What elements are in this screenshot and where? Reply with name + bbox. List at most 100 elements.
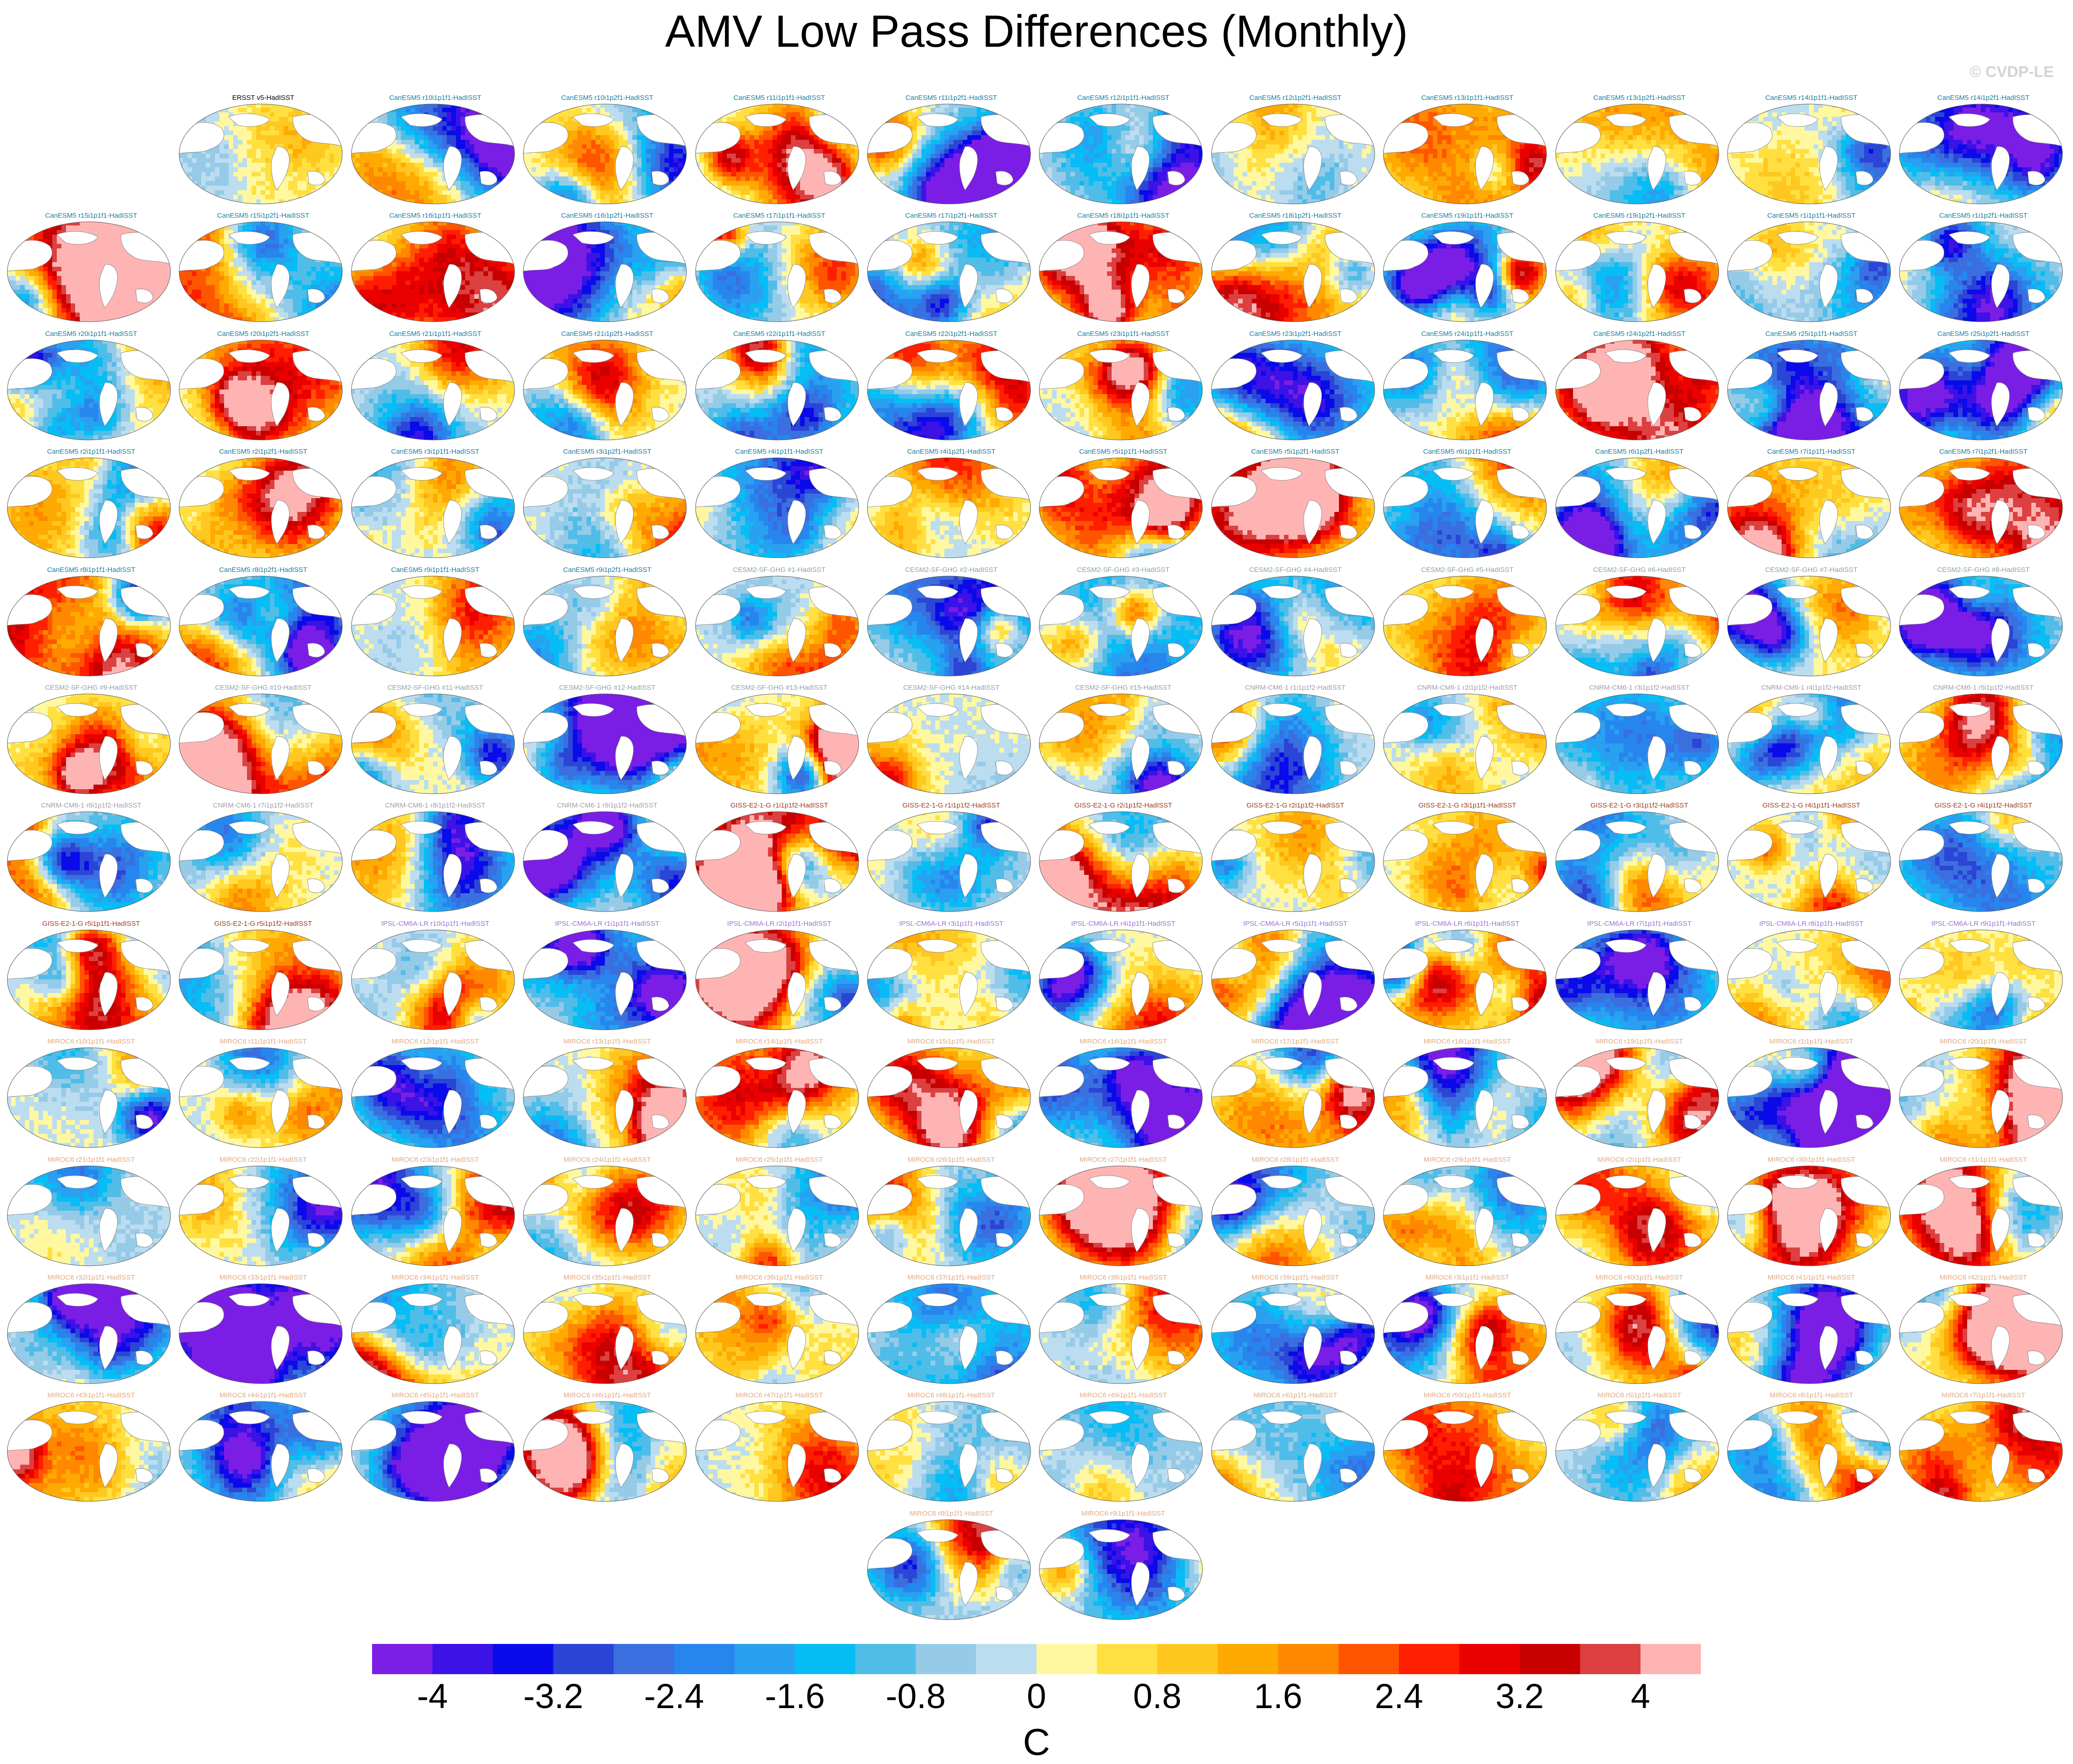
panel-title: IPSL-CM6A-LR r4i1p1f1-HadISST (1038, 920, 1208, 928)
sst-difference-map (866, 457, 1031, 559)
map-panel: MIROC6 r34i1p1f1-HadISST (351, 1274, 520, 1388)
panel-title: CanESM5 r8i1p1f1-HadISST (6, 566, 176, 574)
panel-title: GISS-E2-1-G r2i1p1f2-HadISST (1038, 802, 1208, 809)
map-panel: CanESM5 r17i1p2f1-HadISST (866, 212, 1036, 326)
sst-difference-map (351, 1165, 516, 1267)
map-panel: CanESM5 r18i1p2f1-HadISST (1211, 212, 1380, 326)
panel-title: CanESM5 r17i1p1f1-HadISST (695, 212, 864, 220)
panel-title: MIROC6 r13i1p1f1-HadISST (522, 1038, 692, 1045)
panel-title: MIROC6 r1i1p1f1-HadISST (1727, 1038, 1896, 1045)
sst-difference-map (1211, 1165, 1376, 1267)
panel-title: GISS-E2-1-G r5i1p1f1-HadISST (6, 920, 176, 928)
map-panel: MIROC6 r15i1p1f1-HadISST (866, 1038, 1036, 1152)
map-panel: CanESM5 r22i1p2f1-HadISST (866, 330, 1036, 445)
panel-title: MIROC6 r22i1p1f1-HadISST (178, 1156, 348, 1164)
colorbar-swatch (674, 1644, 735, 1674)
map-panel: CESM2-SF-GHG #3-HadISST (1038, 566, 1208, 681)
panel-title: CanESM5 r20i1p2f1-HadISST (178, 330, 348, 338)
panel-title: CanESM5 r8i1p2f1-HadISST (178, 566, 348, 574)
map-panel: CanESM5 r8i1p1f1-HadISST (6, 566, 176, 681)
sst-difference-map (178, 339, 343, 441)
panel-title: CNRM-CM6-1 r7i1p1f2-HadISST (178, 802, 348, 809)
panel-title: CESM2-SF-GHG #6-HadISST (1555, 566, 1724, 574)
panel-title: MIROC6 r27i1p1f1-HadISST (1038, 1156, 1208, 1164)
panel-title: IPSL-CM6A-LR r7i1p1f1-HadISST (1555, 920, 1724, 928)
map-panel: CanESM5 r5i1p1f1-HadISST (1038, 448, 1208, 562)
panel-title: CanESM5 r18i1p1f1-HadISST (1038, 212, 1208, 220)
map-panel: MIROC6 r8i1p1f1-HadISST (866, 1510, 1036, 1624)
panel-title: CanESM5 r3i1p1f1-HadISST (351, 448, 520, 456)
map-panel: CanESM5 r4i1p2f1-HadISST (866, 448, 1036, 562)
map-panel: MIROC6 r44i1p1f1-HadISST (178, 1391, 348, 1506)
map-panel: MIROC6 r26i1p1f1-HadISST (866, 1156, 1036, 1270)
sst-difference-map (866, 1519, 1031, 1621)
map-panel: MIROC6 r4i1p1f1-HadISST (1211, 1391, 1380, 1506)
sst-difference-map (1898, 811, 2063, 912)
map-panel: CanESM5 r1i1p2f1-HadISST (1898, 212, 2068, 326)
panel-title: CanESM5 r2i1p1f1-HadISST (6, 448, 176, 456)
panel-title: IPSL-CM6A-LR r8i1p1f1-HadISST (1727, 920, 1896, 928)
colorbar-swatch (1036, 1644, 1097, 1674)
sst-difference-map (1555, 221, 1720, 323)
sst-difference-map (1382, 457, 1547, 559)
sst-difference-map (178, 575, 343, 677)
colorbar-swatch (1157, 1644, 1218, 1674)
map-panel: CNRM-CM6-1 r1i1p1f2-HadISST (1211, 684, 1380, 798)
map-panel: CanESM5 r13i1p2f1-HadISST (1555, 94, 1724, 209)
colorbar-unit-label: C (0, 1721, 2073, 1764)
map-panel: CanESM5 r7i1p2f1-HadISST (1898, 448, 2068, 562)
sst-difference-map (1898, 103, 2063, 205)
sst-difference-map (1211, 811, 1376, 912)
map-panel: MIROC6 r19i1p1f1-HadISST (1555, 1038, 1724, 1152)
panel-title: CESM2-SF-GHG #4-HadISST (1211, 566, 1380, 574)
panel-title: MIROC6 r39i1p1f1-HadISST (1211, 1274, 1380, 1281)
sst-difference-map (1555, 103, 1720, 205)
colorbar-swatch (433, 1644, 493, 1674)
sst-difference-map (178, 103, 343, 205)
sst-difference-map (351, 811, 516, 912)
map-panel: IPSL-CM6A-LR r4i1p1f1-HadISST (1038, 920, 1208, 1034)
sst-difference-map (6, 339, 171, 441)
sst-difference-map (695, 457, 860, 559)
colorbar-tick-label: 4 (1631, 1677, 1650, 1713)
colorbar-swatch (1217, 1644, 1278, 1674)
map-panel: GISS-E2-1-G r1i1p1f2-HadISST (866, 802, 1036, 916)
sst-difference-map (522, 811, 687, 912)
colorbar-swatch (1640, 1644, 1701, 1674)
sst-difference-map (1382, 1283, 1547, 1385)
panel-title: MIROC6 r36i1p1f1-HadISST (695, 1274, 864, 1281)
map-panel: MIROC6 r27i1p1f1-HadISST (1038, 1156, 1208, 1270)
panel-title: CESM2-SF-GHG #7-HadISST (1727, 566, 1896, 574)
sst-difference-map (522, 693, 687, 795)
sst-difference-map (1555, 693, 1720, 795)
sst-difference-map (178, 929, 343, 1031)
sst-difference-map (695, 103, 860, 205)
sst-difference-map (178, 1047, 343, 1149)
sst-difference-map (178, 1401, 343, 1502)
sst-difference-map (1727, 575, 1892, 677)
panel-title: CanESM5 r6i1p1f1-HadISST (1382, 448, 1552, 456)
panel-title: MIROC6 r6i1p1f1-HadISST (1727, 1391, 1896, 1399)
map-panel: GISS-E2-1-G r3i1p1f1-HadISST (1382, 802, 1552, 916)
panel-title: MIROC6 r38i1p1f1-HadISST (1038, 1274, 1208, 1281)
map-panel: CanESM5 r23i1p1f1-HadISST (1038, 330, 1208, 445)
map-panel: CNRM-CM6-1 r7i1p1f2-HadISST (178, 802, 348, 916)
panel-title: MIROC6 r21i1p1f1-HadISST (6, 1156, 176, 1164)
map-panel: CESM2-SF-GHG #14-HadISST (866, 684, 1036, 798)
panel-title: MIROC6 r3i1p1f1-HadISST (1382, 1274, 1552, 1281)
sst-difference-map (522, 1165, 687, 1267)
map-panel: IPSL-CM6A-LR r10i1p1f1-HadISST (351, 920, 520, 1034)
colorbar-tick-label: 0 (1027, 1677, 1046, 1713)
colorbar-tick-label: -2.4 (644, 1677, 704, 1713)
map-panel: MIROC6 r50i1p1f1-HadISST (1382, 1391, 1552, 1506)
sst-difference-map (178, 221, 343, 323)
map-panel: CanESM5 r6i1p1f1-HadISST (1382, 448, 1552, 562)
panel-title: MIROC6 r11i1p1f1-HadISST (178, 1038, 348, 1045)
sst-difference-map (1898, 1047, 2063, 1149)
panel-title: CESM2-SF-GHG #1-HadISST (695, 566, 864, 574)
panel-title: GISS-E2-1-G r1i1p1f2-HadISST (866, 802, 1036, 809)
map-panel: MIROC6 r31i1p1f1-HadISST (1898, 1156, 2068, 1270)
panel-title: CNRM-CM6-1 r2i1p1f2-HadISST (1382, 684, 1552, 692)
map-panel: CanESM5 r1i1p1f1-HadISST (1727, 212, 1896, 326)
map-panel: CanESM5 r21i1p2f1-HadISST (522, 330, 692, 445)
